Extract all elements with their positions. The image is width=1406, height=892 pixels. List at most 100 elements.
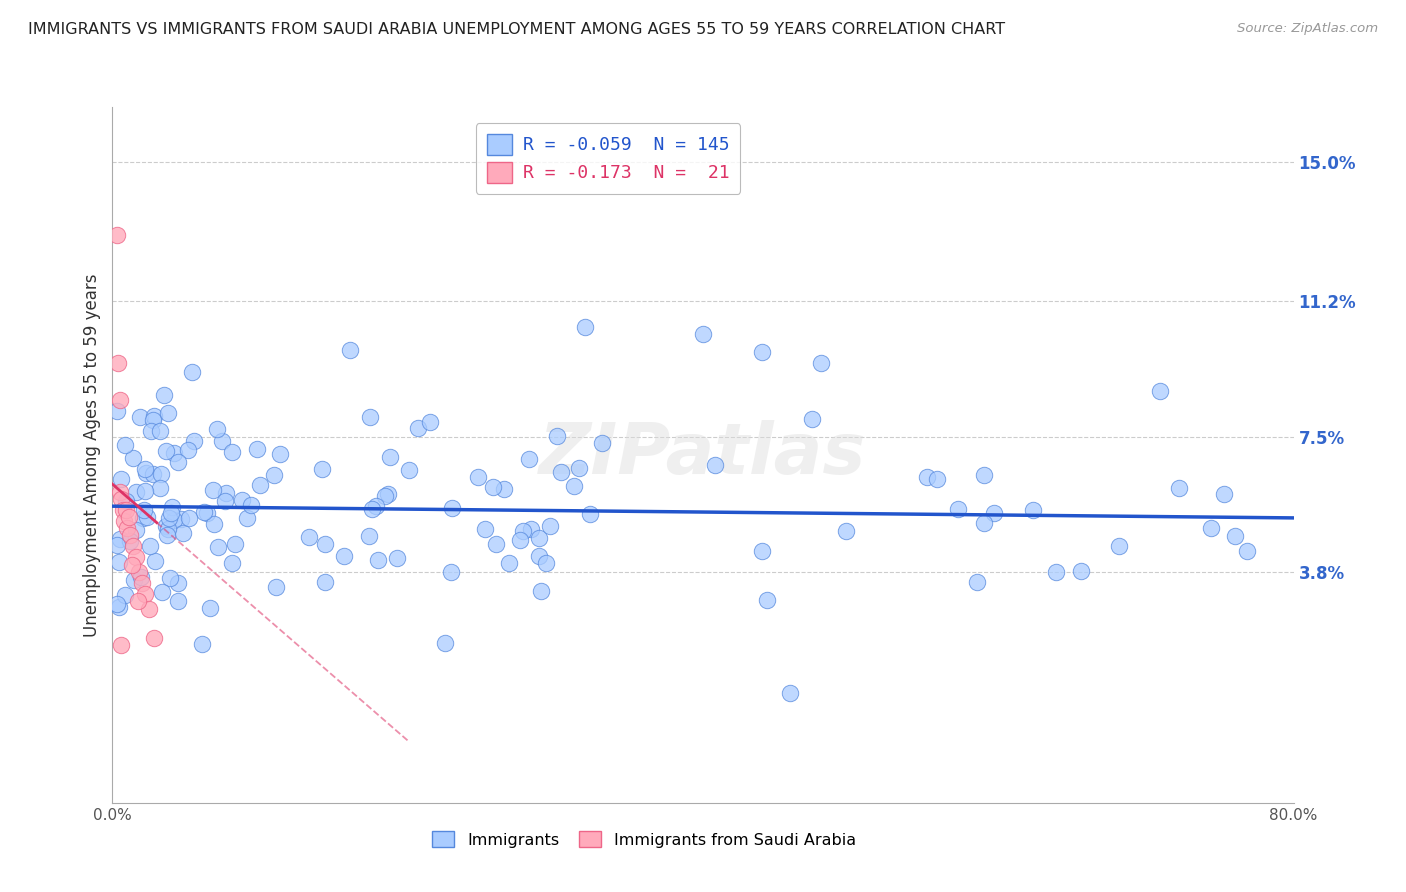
Point: [139, 539, 162, 553]
Point: [108, 600, 131, 615]
Point: [568, 460, 591, 475]
Point: [183, 434, 205, 448]
Point: [118, 510, 141, 524]
Point: [810, 356, 832, 370]
Point: [269, 447, 291, 461]
Point: [211, 434, 233, 448]
Point: [692, 327, 714, 342]
Point: [131, 511, 153, 525]
Point: [224, 537, 246, 551]
Point: [263, 468, 285, 483]
Point: [143, 554, 166, 568]
Y-axis label: Unemployment Among Ages 55 to 59 years: Unemployment Among Ages 55 to 59 years: [83, 273, 101, 637]
Point: [162, 500, 184, 514]
Point: [231, 492, 253, 507]
Point: [1213, 487, 1236, 501]
Point: [1108, 539, 1130, 553]
Point: [314, 537, 336, 551]
Point: [155, 518, 177, 533]
Point: [105, 597, 128, 611]
Point: [1236, 543, 1258, 558]
Point: [134, 483, 156, 498]
Point: [1199, 521, 1222, 535]
Point: [110, 472, 132, 486]
Point: [298, 530, 321, 544]
Text: Source: ZipAtlas.com: Source: ZipAtlas.com: [1237, 22, 1378, 36]
Point: [172, 525, 194, 540]
Point: [527, 549, 550, 563]
Point: [131, 576, 153, 591]
Point: [314, 575, 336, 590]
Point: [406, 421, 429, 435]
Point: [546, 429, 568, 443]
Point: [163, 445, 186, 459]
Point: [530, 583, 553, 598]
Point: [756, 593, 779, 607]
Point: [170, 512, 193, 526]
Point: [221, 444, 243, 458]
Point: [114, 503, 136, 517]
Point: [385, 550, 408, 565]
Text: IMMIGRANTS VS IMMIGRANTS FROM SAUDI ARABIA UNEMPLOYMENT AMONG AGES 55 TO 59 YEAR: IMMIGRANTS VS IMMIGRANTS FROM SAUDI ARAB…: [28, 22, 1005, 37]
Point: [779, 686, 801, 700]
Point: [142, 631, 165, 645]
Point: [574, 319, 596, 334]
Point: [562, 479, 585, 493]
Point: [440, 501, 463, 516]
Point: [1022, 503, 1045, 517]
Point: [917, 470, 939, 484]
Point: [160, 506, 183, 520]
Point: [117, 521, 138, 535]
Point: [139, 424, 162, 438]
Point: [105, 228, 128, 243]
Point: [439, 565, 461, 579]
Point: [751, 544, 773, 558]
Point: [474, 522, 496, 536]
Point: [966, 574, 988, 589]
Point: [122, 573, 145, 587]
Point: [134, 462, 156, 476]
Point: [482, 480, 505, 494]
Point: [108, 533, 131, 547]
Point: [433, 635, 456, 649]
Point: [181, 364, 204, 378]
Point: [138, 601, 160, 615]
Point: [359, 529, 381, 543]
Point: [215, 486, 238, 500]
Point: [127, 594, 149, 608]
Point: [246, 442, 269, 457]
Point: [157, 522, 180, 536]
Point: [167, 593, 190, 607]
Point: [834, 524, 856, 538]
Point: [973, 467, 995, 482]
Point: [579, 507, 602, 521]
Point: [361, 502, 384, 516]
Point: [492, 483, 515, 497]
Point: [121, 558, 143, 572]
Point: [398, 463, 420, 477]
Point: [207, 541, 229, 555]
Point: [205, 422, 228, 436]
Point: [159, 571, 181, 585]
Point: [1149, 384, 1171, 399]
Point: [108, 484, 131, 499]
Point: [142, 467, 165, 481]
Point: [364, 499, 387, 513]
Text: ZIPatlas: ZIPatlas: [540, 420, 866, 490]
Point: [467, 470, 489, 484]
Point: [155, 444, 177, 458]
Point: [112, 514, 135, 528]
Point: [120, 528, 142, 542]
Point: [200, 601, 222, 615]
Point: [134, 587, 156, 601]
Point: [136, 509, 159, 524]
Point: [339, 343, 361, 357]
Point: [214, 494, 236, 508]
Point: [550, 465, 572, 479]
Point: [108, 392, 131, 407]
Point: [167, 455, 190, 469]
Point: [1045, 565, 1067, 579]
Point: [527, 531, 550, 545]
Point: [235, 511, 257, 525]
Point: [751, 345, 773, 359]
